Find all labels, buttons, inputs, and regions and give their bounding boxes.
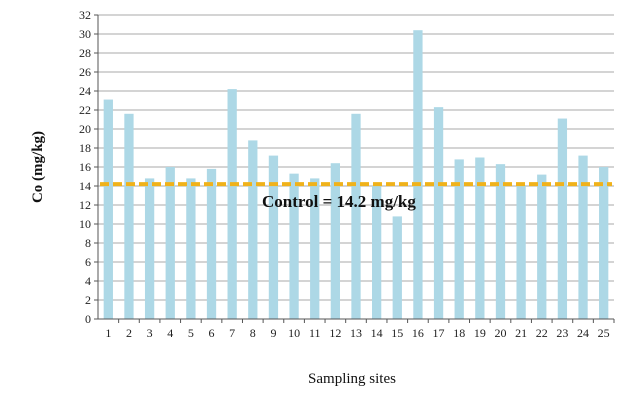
bar-site-23 [557, 118, 568, 319]
x-tick-label: 3 [147, 326, 153, 340]
x-tick-label: 8 [250, 326, 256, 340]
x-tick-label: 15 [391, 326, 403, 340]
bar-site-10 [289, 173, 299, 319]
bar-site-6 [206, 168, 217, 319]
x-tick-label: 18 [453, 326, 465, 340]
y-tick-label: 6 [85, 255, 91, 269]
bar-site-20 [495, 164, 506, 319]
bar-site-17 [433, 107, 444, 320]
bar-site-8 [248, 140, 258, 319]
bar-site-15 [392, 216, 402, 319]
x-tick-label: 2 [126, 326, 132, 340]
y-tick-label: 14 [79, 179, 91, 193]
bar-site-16 [413, 30, 423, 319]
y-tick-label: 32 [79, 8, 91, 22]
bar-site-2 [124, 113, 134, 319]
x-tick-label: 24 [577, 326, 589, 340]
x-tick-label: 20 [494, 326, 506, 340]
y-tick-label: 2 [85, 293, 91, 307]
bar-site-11 [310, 178, 320, 319]
x-tick-label: 25 [598, 326, 610, 340]
y-tick-label: 30 [79, 27, 91, 41]
bar-site-4 [165, 167, 175, 319]
y-tick-label: 8 [85, 236, 91, 250]
control-label: Control = 14.2 mg/kg [262, 192, 416, 211]
bar-site-13 [351, 113, 361, 319]
bars [103, 30, 609, 320]
x-tick-label: 13 [350, 326, 362, 340]
y-axis-title: Co (mg/kg) [30, 131, 46, 203]
y-tick-label: 16 [79, 160, 91, 174]
x-tick-label: 9 [270, 326, 276, 340]
bar-site-9 [268, 155, 279, 319]
x-tick-label: 4 [167, 326, 173, 340]
bar-site-21 [516, 185, 526, 319]
x-tick-label: 14 [371, 326, 383, 340]
bar-site-12 [330, 163, 341, 319]
y-tick-label: 10 [79, 217, 91, 231]
x-tick-label: 11 [309, 326, 321, 340]
bar-site-18 [454, 159, 464, 319]
bar-site-19 [475, 157, 485, 319]
x-tick-label: 1 [105, 326, 111, 340]
x-tick-label: 10 [288, 326, 300, 340]
y-tick-label: 26 [79, 65, 91, 79]
x-tick-label: 16 [412, 326, 424, 340]
y-tick-label: 20 [79, 122, 91, 136]
bar-site-1 [103, 99, 113, 319]
x-tick-label: 19 [474, 326, 486, 340]
bar-site-5 [186, 178, 196, 319]
y-tick-label: 4 [85, 274, 91, 288]
x-tick-label: 7 [229, 326, 235, 340]
bar-site-14 [371, 186, 382, 319]
bar-site-22 [537, 174, 547, 319]
y-tick-label: 22 [79, 103, 91, 117]
bar-site-24 [578, 155, 588, 319]
x-tick-label: 22 [536, 326, 548, 340]
x-tick-label: 5 [188, 326, 194, 340]
x-tick-label: 23 [556, 326, 568, 340]
x-tick-label: 21 [515, 326, 527, 340]
bar-site-25 [599, 167, 609, 319]
x-tick-label: 6 [209, 326, 215, 340]
x-axis-title: Sampling sites [308, 371, 396, 387]
bar-site-7 [227, 89, 237, 319]
x-tick-label: 12 [329, 326, 341, 340]
y-tick-label: 24 [79, 84, 91, 98]
bar-site-3 [144, 178, 155, 319]
y-tick-label: 12 [79, 198, 91, 212]
x-axis-ticks: 1 2 3 4 5 6 7 8 9 10 11 12 13 14 15 16 17 18 19 20 21 22 23 24 2… [105, 319, 615, 340]
x-tick-label: 17 [433, 326, 445, 340]
y-tick-label: 18 [79, 141, 91, 155]
y-tick-label: 28 [79, 46, 91, 60]
y-tick-label: 0 [85, 312, 91, 326]
